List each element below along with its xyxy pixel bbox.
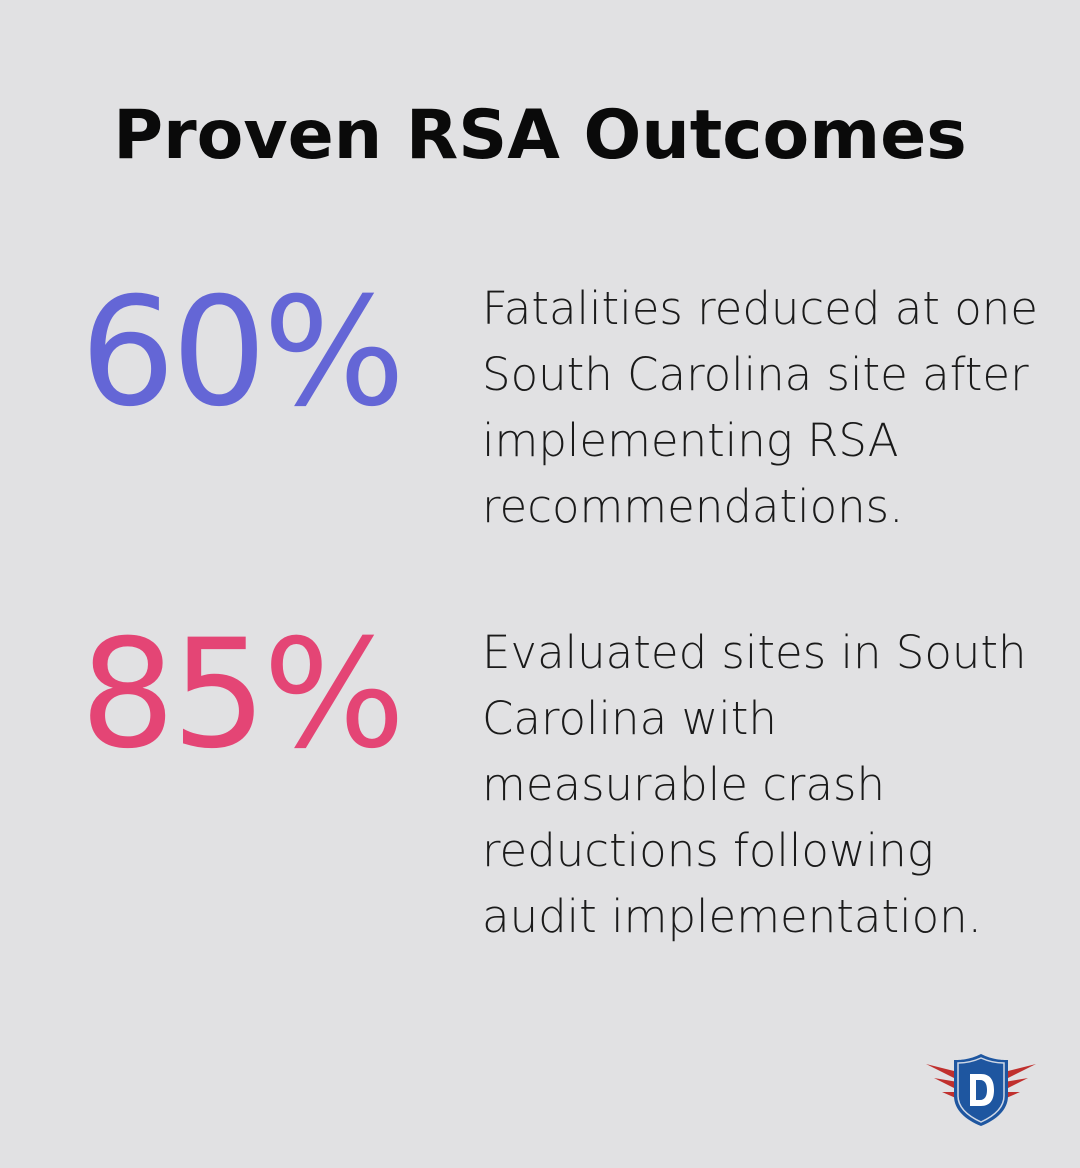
page-title: Proven RSA Outcomes: [113, 96, 967, 175]
stat-description-fatalities: Fatalities reduced at one South Carolina…: [482, 282, 1038, 533]
stat-description-crash-reductions: Evaluated sites in South Carolina with m…: [482, 626, 1027, 943]
shield-wings-logo-icon: [924, 1050, 1038, 1130]
stat-value-crash-reductions: 85%: [80, 608, 405, 782]
stat-value-fatalities: 60%: [80, 266, 405, 440]
